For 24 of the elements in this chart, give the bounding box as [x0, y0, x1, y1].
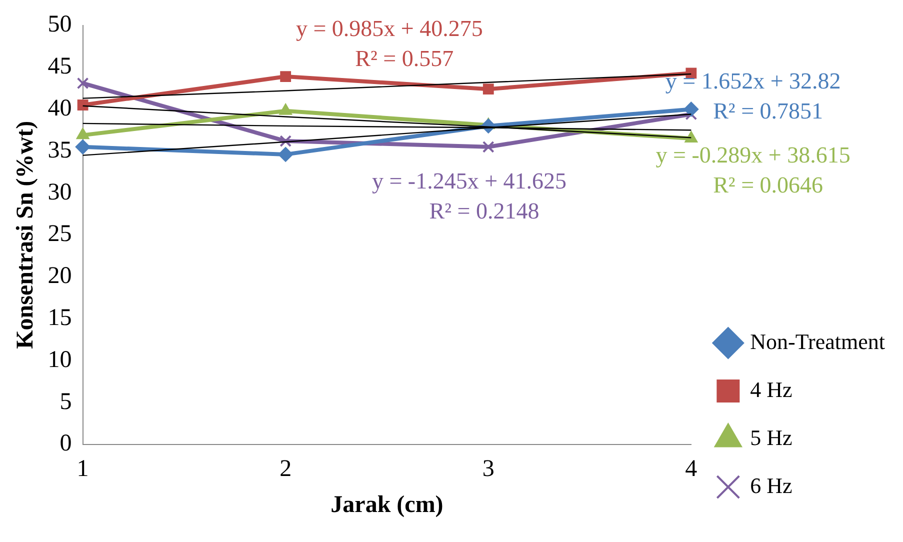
y-tick-label: 15	[48, 304, 72, 331]
x-tick-label: 4	[685, 456, 698, 482]
legend-label: 4 Hz	[750, 376, 793, 402]
legend-label: Non-Treatment	[750, 328, 886, 354]
y-axis-title: Konsentrasi Sn (%wt)	[12, 120, 39, 349]
legend-label: 5 Hz	[750, 424, 793, 450]
y-tick-label: 20	[48, 263, 72, 290]
annotation: y = 0.985x + 40.275 R² = 0.557	[296, 16, 483, 72]
annotation: y = -0.289x + 38.615 R² = 0.0646	[656, 142, 850, 198]
y-tick-label: 45	[48, 54, 72, 80]
annotation: y = -1.245x + 41.625 R² = 0.2148	[372, 168, 567, 224]
y-tick-label: 50	[48, 12, 72, 38]
x-tick-label: 1	[76, 456, 89, 482]
x-axis-title: Jarak (cm)	[330, 492, 444, 518]
y-tick-label: 5	[60, 388, 72, 415]
y-tick-label: 0	[60, 430, 72, 457]
y-tick-label: 25	[48, 221, 72, 248]
y-tick-label: 30	[48, 179, 72, 206]
x-tick-label: 2	[280, 456, 292, 482]
y-tick-label: 10	[48, 346, 72, 373]
y-tick-label: 40	[48, 95, 72, 122]
legend-label: 6 Hz	[750, 472, 793, 498]
y-tick-label: 35	[48, 137, 72, 164]
x-tick-label: 3	[482, 456, 494, 482]
